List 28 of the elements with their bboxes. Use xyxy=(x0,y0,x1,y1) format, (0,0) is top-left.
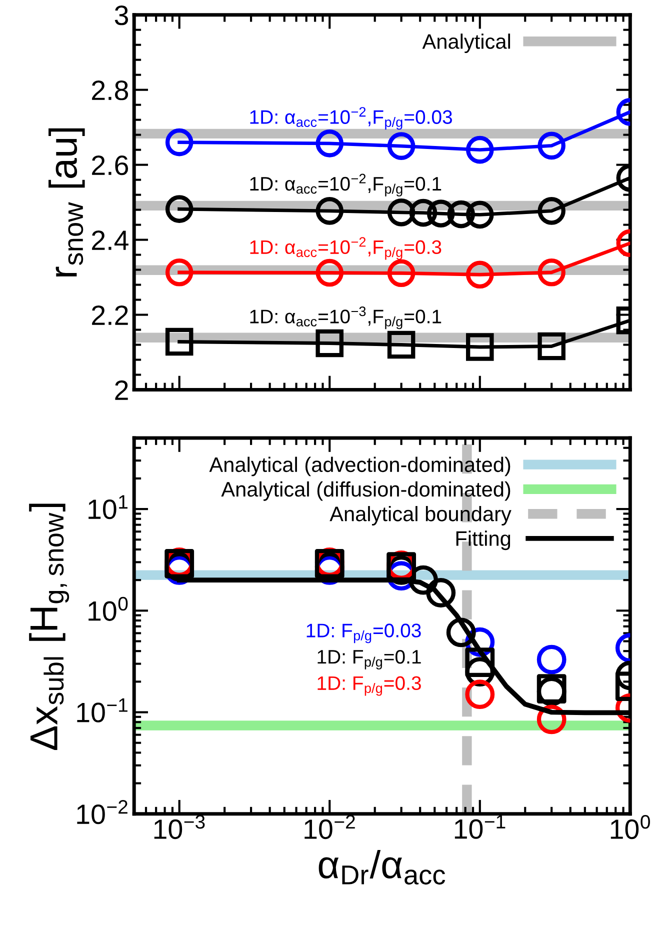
y-tick-label: 10$^{1}$ xyxy=(88,495,128,520)
text: 1D: F$_{p/g}$=0.03 xyxy=(306,624,421,644)
x-tick-label: 10$^{0}$ xyxy=(610,814,650,840)
series-label: 1D: α$_{acc}$=10$^{−2}$,F$_{p/g}$=0.03 xyxy=(250,107,452,130)
y-tick-label: 2.8 xyxy=(92,80,128,100)
ref-line-label: Analytical boundary xyxy=(330,506,512,526)
legend-label: Fitting xyxy=(456,530,510,550)
legend-label: Analytical xyxy=(422,34,510,54)
series-label: 1D: α$_{acc}$=10$^{−3}$,F$_{p/g}$=0.1 xyxy=(250,306,442,330)
y-tick-label: 2.4 xyxy=(92,230,128,250)
y-axis-title: Δx$_{subl}$ [H$_{g,snow}$] xyxy=(29,504,70,750)
y-tick-label: 2 xyxy=(115,380,128,400)
y-tick-label: 3 xyxy=(114,6,128,26)
x-tick-label: 10$^{−1}$ xyxy=(454,814,506,839)
y-tick-label: 2.2 xyxy=(92,305,128,325)
text: 1D: F$_{p/g}$=0.3 xyxy=(318,676,421,696)
y-axis-title: r$_{snow}$ [au] xyxy=(48,128,85,277)
series-label: 1D: F$_{p/g}$=0.1 xyxy=(318,650,421,670)
x-axis-title: α$_{Dr}$/α$_{acc}$ xyxy=(318,850,446,885)
series-label: 1D: α$_{acc}$=10$^{−2}$,F$_{p/g}$=0.1 xyxy=(250,174,442,196)
x-tick-label: 10$^{−3}$ xyxy=(154,814,205,840)
y-tick-label: 10$^{0}$ xyxy=(88,596,128,621)
x-tick-label: 10$^{−2}$ xyxy=(304,814,355,840)
y-tick-label: 2.6 xyxy=(92,155,128,176)
series-label: 1D: α$_{acc}$=10$^{−2}$,F$_{p/g}$=0.3 xyxy=(250,237,442,260)
y-tick-label: 10$^{−1}$ xyxy=(77,698,128,722)
legend-label: Analytical (diffusion-dominated) xyxy=(221,481,510,501)
legend-label: Analytical (advection-dominated) xyxy=(209,456,510,476)
